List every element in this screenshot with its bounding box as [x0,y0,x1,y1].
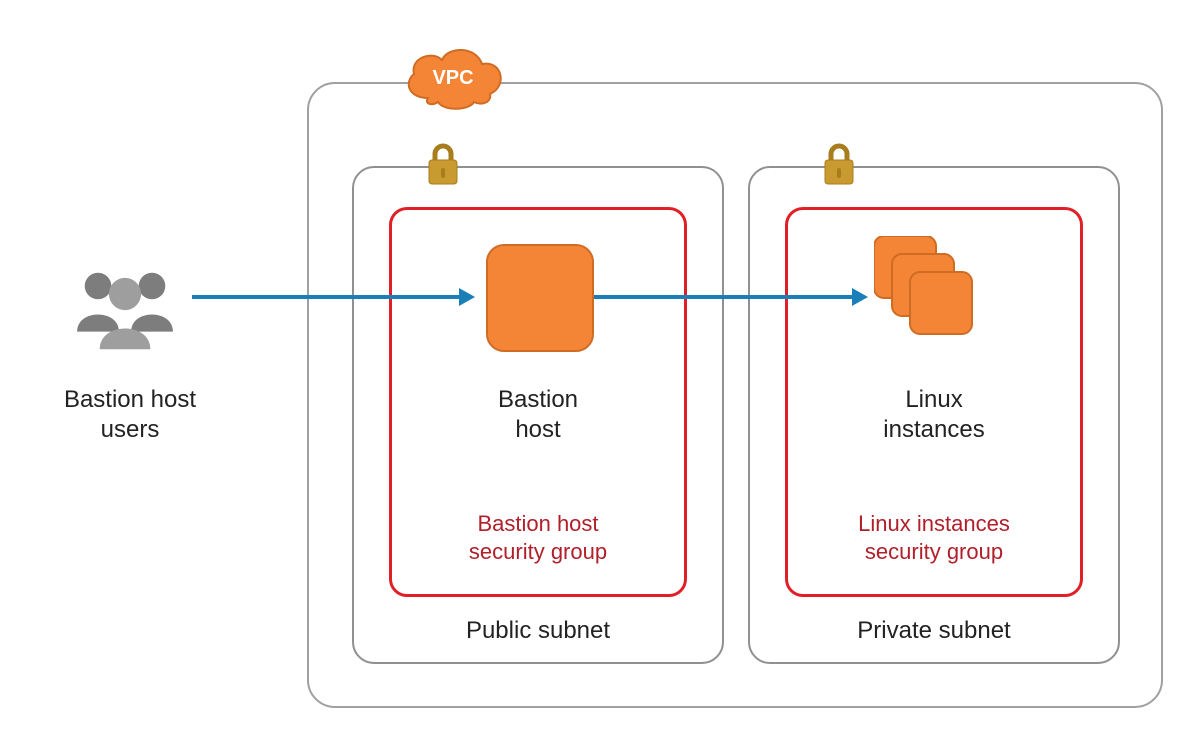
private-subnet-lock-icon [819,140,859,193]
private-subnet-label: Private subnet [748,616,1120,646]
linux-sg-label: Linux instancessecurity group [785,510,1083,565]
svg-text:VPC: VPC [432,67,473,89]
vpc-cloud-icon: VPC [398,40,508,112]
public-subnet-label: Public subnet [352,616,724,646]
bastion-sg-label: Bastion hostsecurity group [389,510,687,565]
public-subnet-lock-icon [423,140,463,193]
diagram-canvas: VPC Bastion hostsecurity group Public sub… [0,0,1200,735]
bastion-host-label: Bastionhost [389,385,687,445]
linux-instances-icon [874,236,994,361]
users-icon [60,255,190,370]
bastion-host-icon [486,244,594,352]
arrow-users-to-bastion [192,287,475,312]
users-label: Bastion hostusers [30,385,230,445]
arrow-bastion-to-linux [594,287,868,312]
linux-instances-label: Linuxinstances [785,385,1083,445]
